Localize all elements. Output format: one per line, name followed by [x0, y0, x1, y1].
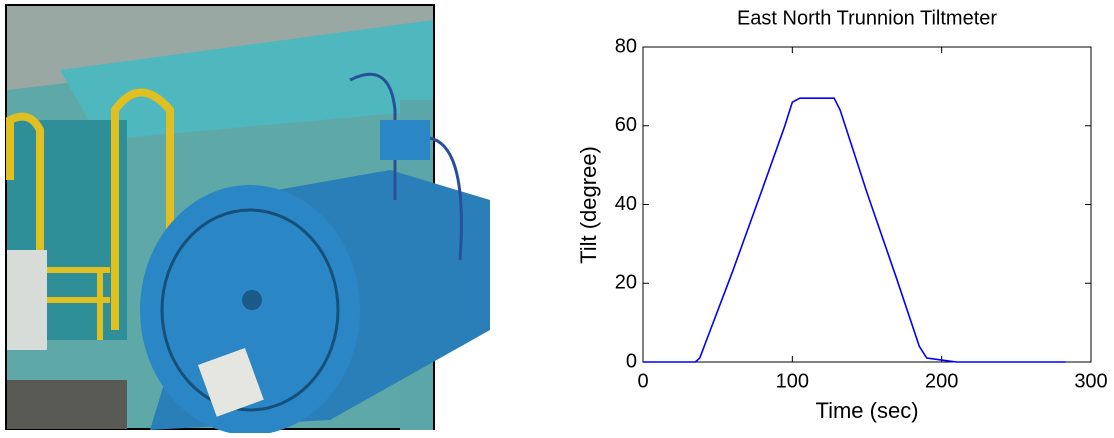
x-tick-label: 0 — [637, 370, 648, 392]
y-tick-label: 80 — [615, 35, 637, 57]
equipment-photo — [5, 4, 490, 435]
y-tick-label: 20 — [615, 272, 637, 294]
y-tick-label: 40 — [615, 193, 637, 215]
x-axis-label: Time (sec) — [815, 398, 918, 423]
data-line — [643, 97, 1066, 363]
x-tick-label: 100 — [776, 370, 809, 392]
x-tick-label: 300 — [1074, 370, 1107, 392]
y-tick-label: 60 — [615, 114, 637, 136]
x-tick-label: 200 — [925, 370, 958, 392]
y-axis-label: Tilt (degree) — [576, 146, 601, 264]
chart-title: East North Trunnion Tiltmeter — [737, 7, 997, 29]
y-tick-label: 0 — [626, 350, 637, 372]
plot-frame — [642, 46, 1092, 363]
